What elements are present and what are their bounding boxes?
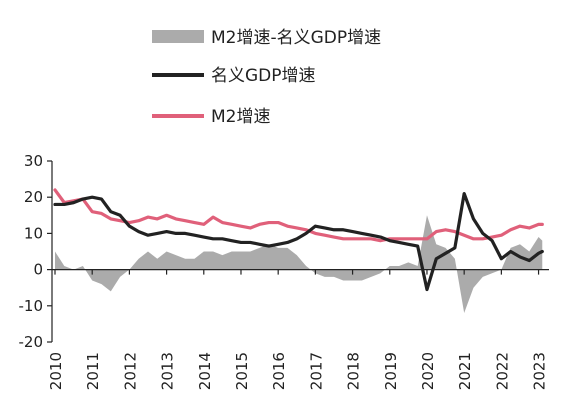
x-tick-label-12: 2022 xyxy=(493,352,511,390)
series-area-0 xyxy=(55,215,543,314)
legend-item-nominal-gdp: 名义GDP增速 xyxy=(152,66,316,86)
x-tick-label-1: 2011 xyxy=(84,352,102,390)
y-tick-label-4: -10 xyxy=(19,297,44,315)
legend-item-spread: M2增速-名义GDP增速 xyxy=(152,28,381,48)
x-tick-label-5: 2015 xyxy=(233,352,251,390)
x-tick-label-7: 2017 xyxy=(307,352,325,390)
x-ticks: 2010 2011 2012 2013 2014 2015 2016 2017 2018 2019… xyxy=(47,269,549,390)
x-tick-label-9: 2019 xyxy=(382,352,400,390)
y-tick-label-5: -20 xyxy=(19,333,44,351)
x-tick-label-0: 2010 xyxy=(47,352,65,390)
legend: M2增速-名义GDP增速 名义GDP增速 M2增速 xyxy=(152,28,381,127)
x-tick-label-11: 2021 xyxy=(456,352,474,390)
x-tick-label-2: 2012 xyxy=(121,352,139,390)
series-line-2 xyxy=(53,188,544,243)
x-tick-label-3: 2013 xyxy=(159,352,177,390)
x-tick-label-10: 2020 xyxy=(419,352,437,390)
legend-swatch-spread xyxy=(152,30,204,43)
y-tick-label-2: 10 xyxy=(24,224,43,242)
legend-item-m2: M2增速 xyxy=(152,107,270,127)
area-layer xyxy=(55,215,543,314)
y-axis: 30 20 10 0 -10 -20 xyxy=(19,152,53,351)
x-tick-label-4: 2014 xyxy=(196,352,214,390)
y-ticks: 30 20 10 0 -10 -20 xyxy=(19,152,52,351)
x-axis: 2010 2011 2012 2013 2014 2015 2016 2017 2018 2019… xyxy=(47,269,549,390)
legend-label-m2: M2增速 xyxy=(211,107,270,127)
line-layer xyxy=(53,188,544,292)
x-tick-label-8: 2018 xyxy=(345,352,363,390)
y-tick-label-0: 30 xyxy=(24,152,43,170)
legend-label-spread: M2增速-名义GDP增速 xyxy=(211,28,381,48)
x-tick-label-13: 2023 xyxy=(531,352,549,390)
x-tick-label-6: 2016 xyxy=(270,352,288,390)
y-tick-label-3: 0 xyxy=(33,261,43,279)
legend-label-nominal-gdp: 名义GDP增速 xyxy=(211,66,316,86)
series-line-1 xyxy=(53,191,544,292)
y-tick-label-1: 20 xyxy=(24,188,43,206)
